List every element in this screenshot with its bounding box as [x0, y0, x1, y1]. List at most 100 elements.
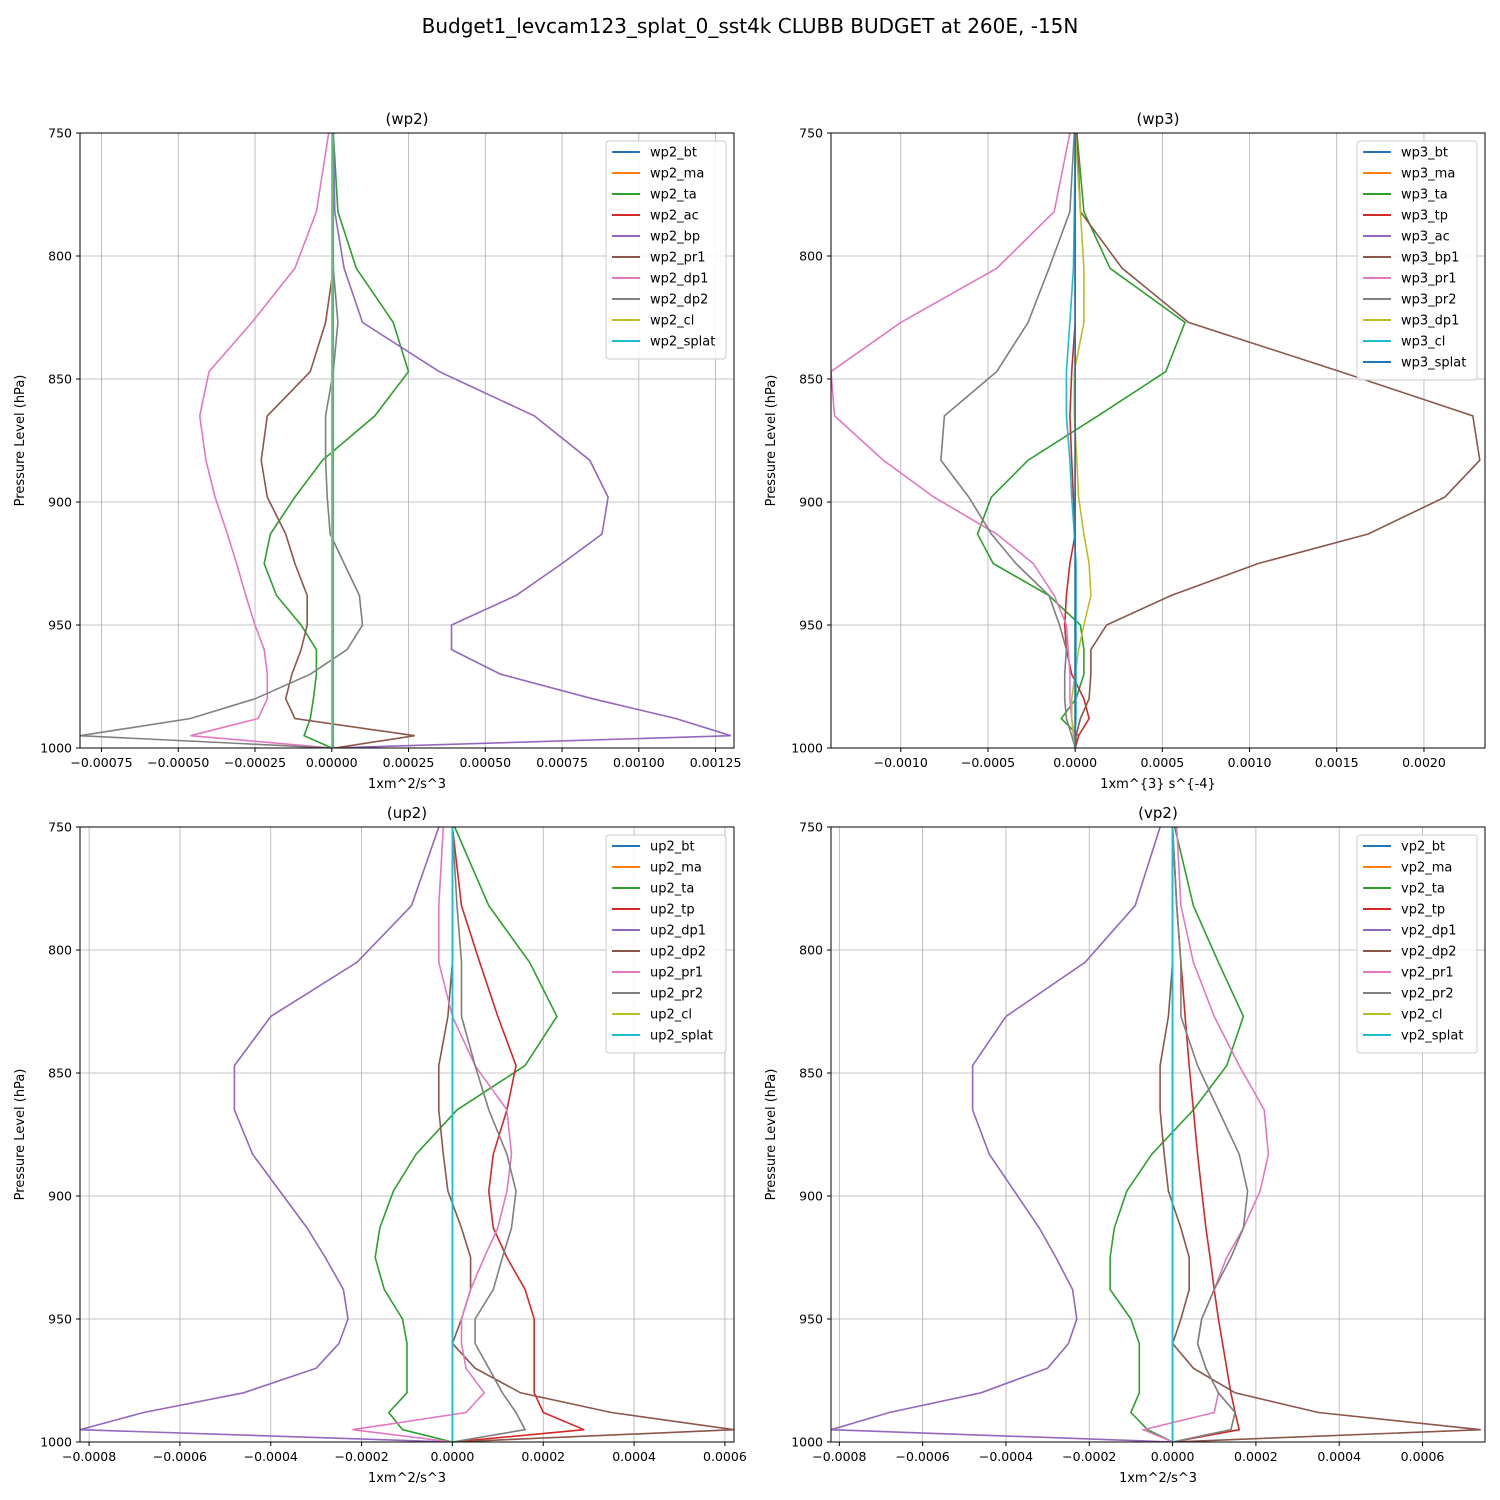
series-line-wp3_pr1	[831, 133, 1076, 748]
legend-label: up2_pr2	[650, 987, 703, 1002]
x-tick-label: 0.0020	[1402, 755, 1446, 770]
legend-label: vp2_dp2	[1401, 945, 1457, 960]
legend: wp3_bt wp3_ma wp3_ta wp3_tp wp3_ac wp3_bp1 wp3…	[1356, 140, 1478, 381]
legend-label: vp2_dp1	[1401, 924, 1457, 939]
x-tick-label: −0.0006	[896, 1449, 950, 1464]
legend-label: up2_cl	[650, 1008, 692, 1023]
legend-label: wp2_dp2	[650, 293, 708, 308]
plot-frame	[79, 132, 735, 749]
y-tick-label: 900	[48, 1189, 72, 1204]
series-line-wp2_dp1	[190, 133, 332, 748]
legend-label: wp2_ta	[650, 188, 697, 203]
x-tick-label: 0.0004	[1317, 1449, 1361, 1464]
x-tick-label: 0.0015	[1315, 755, 1359, 770]
chart-title: (wp3)	[1136, 110, 1179, 128]
x-tick-label: 0.00125	[690, 755, 742, 770]
y-axis-label: Pressure Level (hPa)	[764, 375, 779, 507]
series-line-up2_pr2	[451, 827, 527, 1442]
legend-label: wp2_ac	[650, 209, 699, 224]
x-tick-label: 0.0000	[431, 1449, 475, 1464]
y-axis-label: Pressure Level (hPa)	[764, 1069, 779, 1201]
x-tick-label: 0.00000	[306, 755, 358, 770]
y-tick-label: 900	[799, 1189, 823, 1204]
x-tick-label: −0.00025	[224, 755, 286, 770]
legend: vp2_bt vp2_ma vp2_ta vp2_tp vp2_dp1 vp2_dp2vp…	[1356, 834, 1478, 1054]
y-tick-label: 850	[799, 372, 823, 387]
legend: up2_bt up2_ma up2_ta up2_tp up2_dp1 up2_dp2up…	[605, 834, 727, 1054]
legend-label: wp3_ma	[1401, 167, 1455, 182]
chart-panel-wp2: −0.00075 −0.00050 −0.00025 0.00000 0.00025 0.…	[13, 110, 741, 792]
x-tick-label: −0.0002	[334, 1449, 388, 1464]
y-tick-label: 750	[48, 820, 72, 835]
y-tick-label: 800	[799, 249, 823, 264]
x-tick-label: 0.0006	[703, 1449, 747, 1464]
y-tick-label: 750	[799, 126, 823, 141]
plot-frame	[79, 826, 735, 1443]
legend: wp2_bt wp2_ma wp2_ta wp2_ac wp2_bp wp2_pr1 wp2…	[605, 140, 727, 360]
legend-label: vp2_ta	[1401, 882, 1445, 897]
figure-title: Budget1_levcam123_splat_0_sst4k CLUBB BU…	[421, 14, 1079, 38]
x-tick-label: 0.0002	[1234, 1449, 1278, 1464]
legend-label: wp2_pr1	[650, 251, 706, 266]
chart-title: (vp2)	[1138, 804, 1178, 822]
x-axis-label: 1xm^2/s^3	[1119, 1471, 1197, 1486]
legend-label: wp2_bp	[650, 230, 700, 245]
legend-label: wp2_ma	[650, 167, 704, 182]
x-tick-label: 0.0000	[1053, 755, 1097, 770]
x-tick-label: 0.00075	[536, 755, 588, 770]
legend-label: up2_dp1	[650, 924, 706, 939]
y-tick-label: 850	[48, 372, 72, 387]
x-tick-label: 0.0010	[1228, 755, 1272, 770]
legend-label: wp3_pr2	[1401, 293, 1457, 308]
series-line-up2_pr1	[352, 827, 513, 1442]
series-line-wp3_bp1	[1074, 133, 1481, 748]
legend-box	[605, 834, 727, 1054]
plot-frame	[830, 826, 1486, 1443]
legend-label: wp3_tp	[1401, 209, 1448, 224]
x-axis-label: 1xm^2/s^3	[368, 777, 446, 792]
legend-label: up2_dp2	[650, 945, 706, 960]
x-axis-label: 1xm^2/s^3	[368, 1471, 446, 1486]
legend-label: up2_pr1	[650, 966, 703, 981]
chart-panel-vp2: −0.0008 −0.0006 −0.0004 −0.0002 0.0000 0.0002…	[764, 804, 1486, 1486]
x-tick-label: 0.00100	[613, 755, 665, 770]
x-tick-label: −0.0008	[812, 1449, 866, 1464]
chart-title: (up2)	[387, 804, 427, 822]
series-line-vp2_pr1	[1140, 827, 1270, 1442]
y-tick-label: 1000	[791, 741, 823, 756]
y-tick-label: 1000	[791, 1435, 823, 1450]
chart-panel-wp3: −0.0010 −0.0005 0.0000 0.0005 0.0010 0.0015 0.…	[764, 110, 1486, 792]
x-tick-label: −0.0004	[244, 1449, 298, 1464]
series-line-vp2_dp1	[831, 827, 1173, 1442]
series-line-vp2_pr2	[1171, 827, 1249, 1442]
x-tick-label: −0.0004	[979, 1449, 1033, 1464]
x-tick-label: 0.0004	[612, 1449, 656, 1464]
legend-label: wp3_dp1	[1401, 314, 1459, 329]
legend-label: wp3_ta	[1401, 188, 1448, 203]
legend-label: wp2_bt	[650, 146, 697, 161]
series-line-wp2_bp	[331, 133, 732, 748]
y-axis-label: Pressure Level (hPa)	[13, 375, 28, 507]
chart-title: (wp2)	[385, 110, 428, 128]
y-tick-label: 950	[799, 618, 823, 633]
y-tick-label: 950	[48, 618, 72, 633]
x-tick-label: −0.0008	[62, 1449, 116, 1464]
series-line-wp3_ta	[976, 133, 1186, 748]
legend-label: vp2_pr2	[1401, 987, 1454, 1002]
y-tick-label: 1000	[40, 1435, 72, 1450]
y-tick-label: 750	[48, 126, 72, 141]
legend-label: wp3_splat	[1401, 356, 1466, 371]
series-line-vp2_tp	[1171, 827, 1241, 1442]
series-line-up2_tp	[451, 827, 585, 1442]
x-tick-label: −0.0010	[874, 755, 928, 770]
legend-label: wp2_cl	[650, 314, 694, 329]
legend-label: wp2_splat	[650, 335, 715, 350]
x-tick-label: 0.00050	[459, 755, 511, 770]
series-line-wp3_pr2	[940, 133, 1076, 748]
legend-label: up2_ta	[650, 882, 694, 897]
y-tick-label: 950	[799, 1312, 823, 1327]
y-tick-label: 850	[799, 1066, 823, 1081]
y-tick-label: 900	[799, 495, 823, 510]
y-tick-label: 800	[799, 943, 823, 958]
